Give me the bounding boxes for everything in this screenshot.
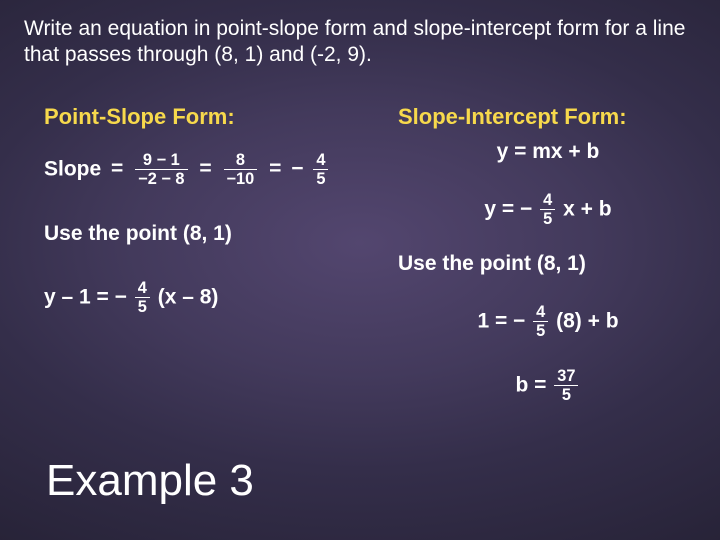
si-result: b = 37 5 [398,368,698,404]
use-point-left: Use the point (8, 1) [44,222,364,246]
si-result-fraction: 37 5 [552,368,580,404]
point-slope-equation: y – 1 = − 4 5 (x – 8) [44,280,364,316]
si-step-1: y = − 4 5 x + b [398,192,698,228]
slope-fraction-3: 4 5 [311,152,330,188]
problem-statement: Write an equation in point-slope form an… [24,16,696,69]
si-step1-fraction: 4 5 [538,192,557,228]
example-label: Example 3 [46,456,254,506]
slope-label: Slope [44,157,101,180]
slope-intercept-column: Slope-Intercept Form: y = mx + b y = − 4… [398,104,698,403]
si-step-2: 1 = − 4 5 (8) + b [398,304,698,340]
use-point-right: Use the point (8, 1) [398,252,698,276]
ps-eq-fraction: 4 5 [133,280,152,316]
slide: Write an equation in point-slope form an… [0,0,720,540]
si-form: y = mx + b [398,140,698,164]
slope-fraction-1: 9 − 1 −2 − 8 [133,152,189,188]
slope-computation: Slope = 9 − 1 −2 − 8 = 8 −10 = − 4 5 [44,152,364,188]
slope-fraction-2: 8 −10 [222,152,260,188]
point-slope-heading: Point-Slope Form: [44,104,364,130]
point-slope-column: Point-Slope Form: Slope = 9 − 1 −2 − 8 =… [44,104,364,316]
slope-intercept-heading: Slope-Intercept Form: [398,104,698,130]
si-step2-fraction: 4 5 [531,304,550,340]
